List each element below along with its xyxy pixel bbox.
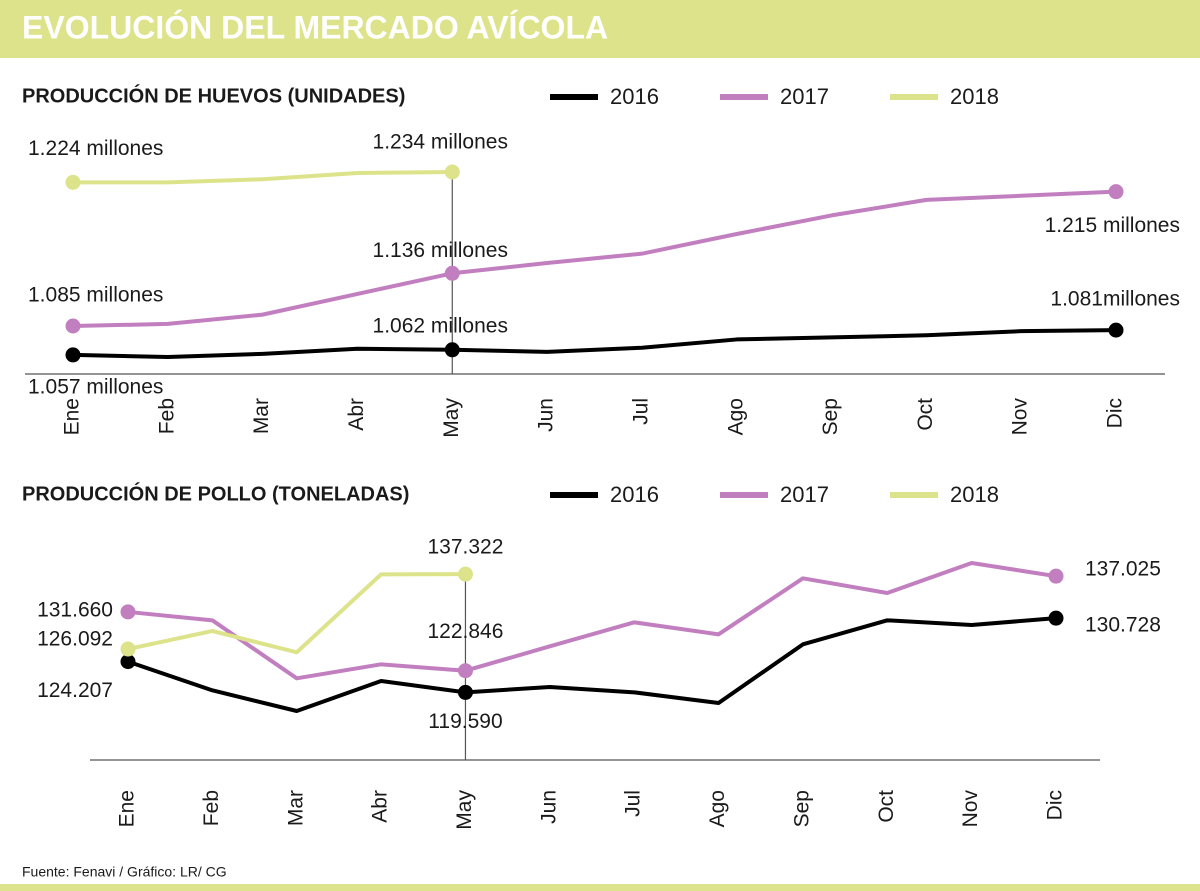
point-marker	[120, 654, 136, 670]
x-tick-label: Jun	[537, 790, 560, 824]
point-marker	[444, 342, 460, 358]
series-line	[73, 170, 453, 185]
series-line	[72, 189, 1117, 328]
x-tick-label: Dic	[1104, 398, 1127, 428]
legend-label: 2018	[950, 84, 999, 109]
x-tick-label: Jul	[629, 398, 652, 425]
data-label: 130.728	[1085, 614, 1161, 637]
data-label: 1.085 millones	[28, 284, 163, 307]
x-tick-label: Sep	[819, 398, 842, 435]
x-tick-label: Mar	[250, 398, 273, 434]
x-tick-label: Abr	[369, 790, 392, 823]
chart-title: PRODUCCIÓN DE HUEVOS (UNIDADES)	[22, 83, 405, 107]
x-tick-label: Nov	[1009, 398, 1032, 436]
data-label: 137.322	[427, 536, 503, 559]
x-tick-label: Sep	[790, 790, 813, 827]
main-title: EVOLUCIÓN DEL MERCADO AVÍCOLA	[22, 9, 608, 45]
x-tick-label: Jul	[622, 790, 645, 817]
x-tick-label: Feb	[155, 398, 178, 434]
title-banner	[0, 0, 1200, 58]
point-marker	[120, 641, 136, 657]
x-tick-label: May	[453, 790, 476, 830]
data-label: 1.136 millones	[373, 239, 508, 262]
x-tick-label: Ene	[61, 398, 84, 435]
point-marker	[444, 265, 460, 281]
legend-label: 2016	[610, 84, 659, 109]
point-marker	[457, 663, 473, 679]
point-marker	[65, 347, 81, 363]
x-tick-label: Mar	[284, 790, 307, 826]
legend-label: 2018	[950, 482, 999, 507]
data-label: 1.224 millones	[28, 137, 163, 160]
x-tick-label: Nov	[959, 790, 982, 828]
x-tick-label: May	[440, 398, 463, 438]
point-marker	[65, 174, 81, 190]
x-tick-label: Jun	[535, 398, 558, 432]
x-tick-label: Ago	[724, 398, 747, 435]
point-marker	[65, 318, 81, 334]
point-marker	[1108, 322, 1124, 338]
point-marker	[457, 566, 473, 582]
x-tick-label: Dic	[1044, 790, 1067, 820]
data-label: 122.846	[427, 620, 503, 643]
data-label: 137.025	[1085, 558, 1161, 581]
point-marker	[1108, 184, 1124, 200]
point-marker	[444, 164, 460, 180]
bottom-bar	[0, 884, 1200, 891]
source: Fuente: Fenavi / Gráfico: LR/ CG	[22, 864, 227, 880]
x-tick-label: Abr	[345, 398, 368, 431]
legend-label: 2016	[610, 482, 659, 507]
data-label: 1.081millones	[1050, 288, 1180, 311]
series-line	[127, 561, 1057, 681]
x-tick-label: Feb	[200, 790, 223, 826]
point-marker	[120, 604, 136, 620]
point-marker	[1048, 610, 1064, 626]
x-tick-label: Oct	[875, 790, 898, 823]
data-label: 1.057 millones	[28, 375, 163, 398]
x-tick-label: Ago	[706, 790, 729, 827]
data-label: 1.062 millones	[373, 314, 508, 337]
chart-title: PRODUCCIÓN DE POLLO (TONELADAS)	[22, 481, 409, 505]
data-label: 131.660	[37, 598, 113, 621]
point-marker	[1048, 568, 1064, 584]
legend-label: 2017	[780, 84, 829, 109]
data-label: 119.590	[428, 710, 502, 733]
legend-label: 2017	[780, 482, 829, 507]
series-line	[127, 572, 466, 655]
point-marker	[457, 684, 473, 700]
data-label: 1.215 millones	[1045, 214, 1180, 237]
data-label: 1.234 millones	[373, 131, 508, 154]
data-label: 124.207	[37, 679, 113, 702]
series-line	[127, 616, 1057, 713]
data-label: 126.092	[37, 628, 113, 651]
x-tick-label: Ene	[116, 790, 139, 827]
series-line	[72, 328, 1117, 359]
x-tick-label: Oct	[914, 398, 937, 431]
